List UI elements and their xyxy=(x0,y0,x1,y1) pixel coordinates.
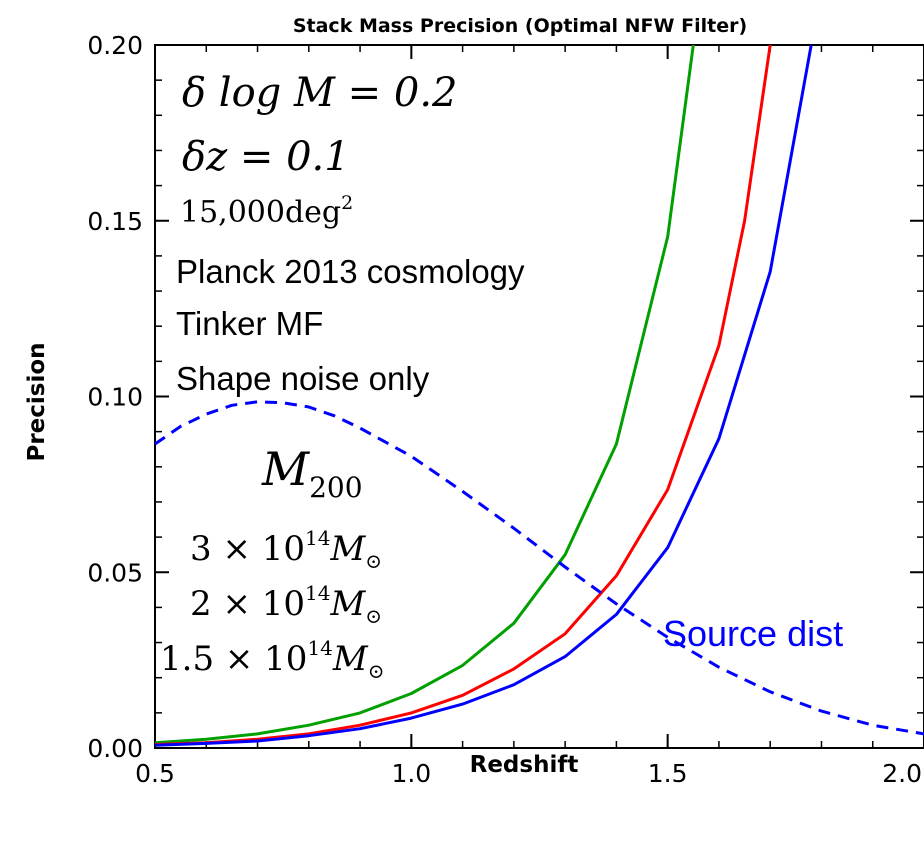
x-tick-label: 0.5 xyxy=(135,759,175,788)
series-line-red xyxy=(155,45,772,746)
y-tick-label: 0.05 xyxy=(87,558,143,587)
series-layer xyxy=(155,45,924,747)
y-tick-label: 0.20 xyxy=(87,31,143,60)
x-axis-label: Redshift xyxy=(470,752,579,778)
mass-exp: 14 xyxy=(305,526,330,550)
param-area-main: 15,000deg xyxy=(180,195,341,230)
mass-unit: M xyxy=(329,584,366,624)
text-shape-noise: Shape noise only xyxy=(176,360,430,397)
series-line-source-dist xyxy=(155,400,924,736)
mass-label-blue: 1.5 × 1014M⊙ xyxy=(160,636,385,683)
x-tick-label: 1.5 xyxy=(648,759,688,788)
chart-title: Stack Mass Precision (Optimal NFW Filter… xyxy=(293,15,747,37)
mass-exp: 14 xyxy=(307,636,332,660)
y-tick-label: 0.15 xyxy=(87,207,143,236)
mass-label-red: 2 × 1014M⊙ xyxy=(190,581,382,628)
y-tick-label: 0.10 xyxy=(87,383,143,412)
x-tick-label: 1.0 xyxy=(391,759,431,788)
mass-coef: 1.5 × 10 xyxy=(160,639,307,679)
param-dlogm: δ log M = 0.2 xyxy=(182,70,458,116)
x-tick-label: 2.0 xyxy=(882,759,922,788)
mass-header: M200 xyxy=(261,442,363,504)
mass-unit: M xyxy=(332,639,369,679)
sun-symbol: ⊙ xyxy=(368,659,385,683)
series-group xyxy=(155,45,924,747)
mass-exp: 14 xyxy=(305,581,330,605)
text-cosmology: Planck 2013 cosmology xyxy=(176,253,525,290)
mass-unit: M xyxy=(329,529,366,569)
series-line-blue xyxy=(155,45,813,747)
param-dz: δz = 0.1 xyxy=(182,134,350,180)
mass-coef: 3 × 10 xyxy=(190,529,305,569)
param-area-sup: 2 xyxy=(341,192,353,214)
source-dist-label: Source dist xyxy=(663,613,843,654)
series-line-green xyxy=(155,45,695,745)
text-mass-function: Tinker MF xyxy=(176,305,323,342)
mass-header-main: M xyxy=(261,442,311,496)
mass-header-sub: 200 xyxy=(309,471,362,504)
mass-label-green: 3 × 1014M⊙ xyxy=(190,526,382,573)
axes: 0.5 1.0 1.5 2.0 0.00 0.05 0.10 0.15 0.20 xyxy=(87,31,924,788)
sun-symbol: ⊙ xyxy=(365,549,382,573)
y-axis-label: Precision xyxy=(24,342,50,461)
mass-coef: 2 × 10 xyxy=(190,584,305,624)
sun-symbol: ⊙ xyxy=(365,604,382,628)
y-tick-label: 0.00 xyxy=(87,734,143,763)
param-area: 15,000deg2 xyxy=(180,192,353,230)
